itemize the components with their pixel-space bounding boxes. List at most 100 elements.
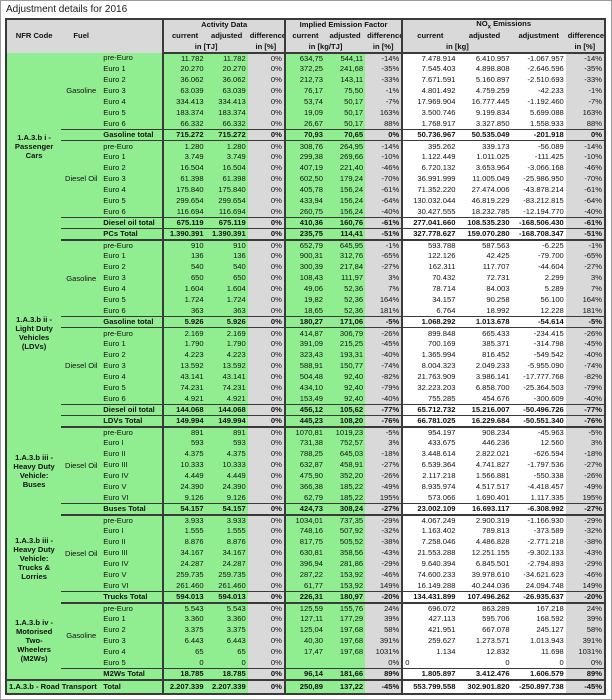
activity-current: 63.039: [163, 85, 206, 97]
ief-current: 53,74: [284, 96, 325, 108]
activity-current: 2.207.339: [163, 678, 206, 695]
activity-adjusted: 4.375: [205, 448, 248, 460]
col-header-nox-current: current: [402, 30, 458, 42]
ief-current: 108,43: [284, 272, 325, 284]
activity-adjusted: 24.390: [205, 481, 248, 493]
activity-adjusted: 593: [205, 437, 248, 449]
row-label: Gasoline total: [101, 129, 165, 142]
activity-difference: 0%: [247, 360, 286, 372]
nox-difference: -51%: [565, 228, 605, 241]
ief-adjusted: 215,25: [325, 338, 366, 350]
nox-adjusted: 4.517.517: [475, 482, 510, 492]
activity-difference: 0%: [247, 294, 286, 306]
ief-difference: -26%: [365, 470, 404, 482]
activity-adjusted: 54.157: [205, 503, 248, 516]
nfr-code-cell: 1.A.3.b iii - Heavy Duty Vehicle: Trucks…: [6, 514, 62, 603]
activity-adjusted: 144.068: [205, 404, 248, 417]
ief-difference: 195%: [365, 492, 404, 504]
activity-adjusted: 299.654: [205, 195, 248, 207]
nox-adjustment: 1.013.943: [529, 636, 564, 646]
row-label: Euro V: [101, 569, 165, 581]
activity-current: 61.398: [163, 173, 206, 185]
activity-current: 1.790: [163, 338, 206, 350]
nox-difference: -70%: [565, 173, 605, 185]
row-label: Euro 1: [101, 338, 165, 350]
fuel-cell: Gasoline: [61, 52, 102, 130]
col-header-fuel: Fuel: [61, 19, 102, 53]
nox-current: 4.067.249: [421, 515, 456, 525]
activity-current: 3.933: [163, 514, 206, 526]
ief-adjusted: 156,24: [325, 206, 366, 218]
row-label: Euro V: [101, 481, 165, 493]
ief-adjusted: 752,57: [325, 437, 366, 449]
nox-adjusted: 11.005.049: [472, 174, 510, 184]
activity-current: 910: [163, 239, 206, 251]
nox-label-rest: Emissions: [490, 19, 532, 28]
ief-current: 226,31: [284, 591, 325, 604]
activity-adjusted: 149.994: [205, 415, 248, 428]
activity-difference: 0%: [247, 415, 286, 428]
activity-current: 24.287: [163, 558, 206, 570]
ief-difference: -29%: [365, 558, 404, 570]
ief-adjusted: 197,68: [325, 635, 366, 647]
nox-adjusted: 117.707: [482, 262, 510, 272]
ief-adjusted: 737,35: [325, 514, 366, 526]
activity-current: 4.449: [163, 470, 206, 482]
ief-difference: -82%: [365, 371, 404, 383]
activity-difference: 0%: [247, 426, 286, 438]
activity-difference: 0%: [247, 470, 286, 482]
activity-adjusted: 36.062: [205, 74, 248, 86]
activity-current: 259.735: [163, 569, 206, 581]
activity-adjusted: 675.119: [205, 217, 248, 230]
ief-difference: 7%: [365, 283, 404, 295]
nox-difference: -5%: [565, 426, 605, 438]
nox-adjustment: -373.589: [533, 526, 564, 536]
nox-current: 8.004.323: [421, 361, 456, 371]
ief-difference: -61%: [365, 184, 404, 196]
nox-adjusted: 4.486.828: [475, 537, 510, 547]
nox-current: 16.149.288: [417, 581, 456, 591]
nox-adjustment: -6.225: [542, 240, 564, 250]
nox-difference: -1%: [565, 85, 605, 97]
ief-current: 125,59: [284, 602, 325, 614]
ief-current: 456,12: [284, 404, 325, 417]
nox-adjustment: -2.794.893: [527, 559, 564, 569]
unit-header-nox-pct: in [%]: [565, 41, 605, 54]
activity-difference: 0%: [247, 74, 286, 86]
nox-difference: 163%: [565, 107, 605, 119]
ief-current: 127,11: [284, 613, 325, 625]
nox-label: NO: [476, 19, 488, 28]
nox-current: 8.935.974: [421, 482, 456, 492]
nox-adjusted: 18.992: [486, 306, 510, 316]
nox-adjusted: 4.741.827: [475, 460, 510, 470]
ief-adjusted: 92,40: [325, 393, 366, 405]
activity-difference: 0%: [247, 140, 286, 152]
table-row: Euro 5 0 0 0% 0% 0 0 0 0%: [6, 657, 605, 669]
table-body: 1.A.3.b i - Passenger Cars Gasoline pre-Eu…: [6, 52, 605, 695]
nox-adjusted: 665.433: [482, 328, 510, 338]
row-label: pre-Euro: [101, 52, 165, 64]
activity-difference: 0%: [247, 459, 286, 471]
nox-current: 1.163.402: [421, 526, 456, 536]
ief-adjusted: 171,06: [325, 316, 366, 329]
nox-adjustment: -1.067.957: [527, 53, 564, 63]
row-label: Euro 6: [101, 393, 165, 405]
section-total-row: Trucks Total 594.013 594.013 0% 226,31 180,97…: [6, 591, 605, 604]
ief-difference: 39%: [365, 613, 404, 625]
row-label: Euro 4: [101, 283, 165, 295]
activity-current: 363: [163, 305, 206, 317]
nox-difference: -27%: [565, 459, 605, 471]
nox-adjustment: -54.614: [511, 316, 566, 329]
table-row: Euro 3 63.039 63.039 0% 76,17 75,50 -1% 4.801.4…: [6, 85, 605, 97]
activity-current: 540: [163, 261, 206, 273]
nox-difference: -77%: [565, 404, 605, 417]
ief-adjusted: 153,92: [325, 569, 366, 581]
ief-adjusted: 143,11: [325, 74, 366, 86]
nox-adjustment: -26.935.637: [511, 591, 566, 604]
nox-difference: 195%: [565, 492, 605, 504]
nox-adjustment: -9.302.133: [527, 548, 564, 558]
nox-adjusted: 339.173: [482, 141, 510, 151]
col-header-act-current: current: [163, 30, 206, 42]
nox-difference: -18%: [565, 448, 605, 460]
